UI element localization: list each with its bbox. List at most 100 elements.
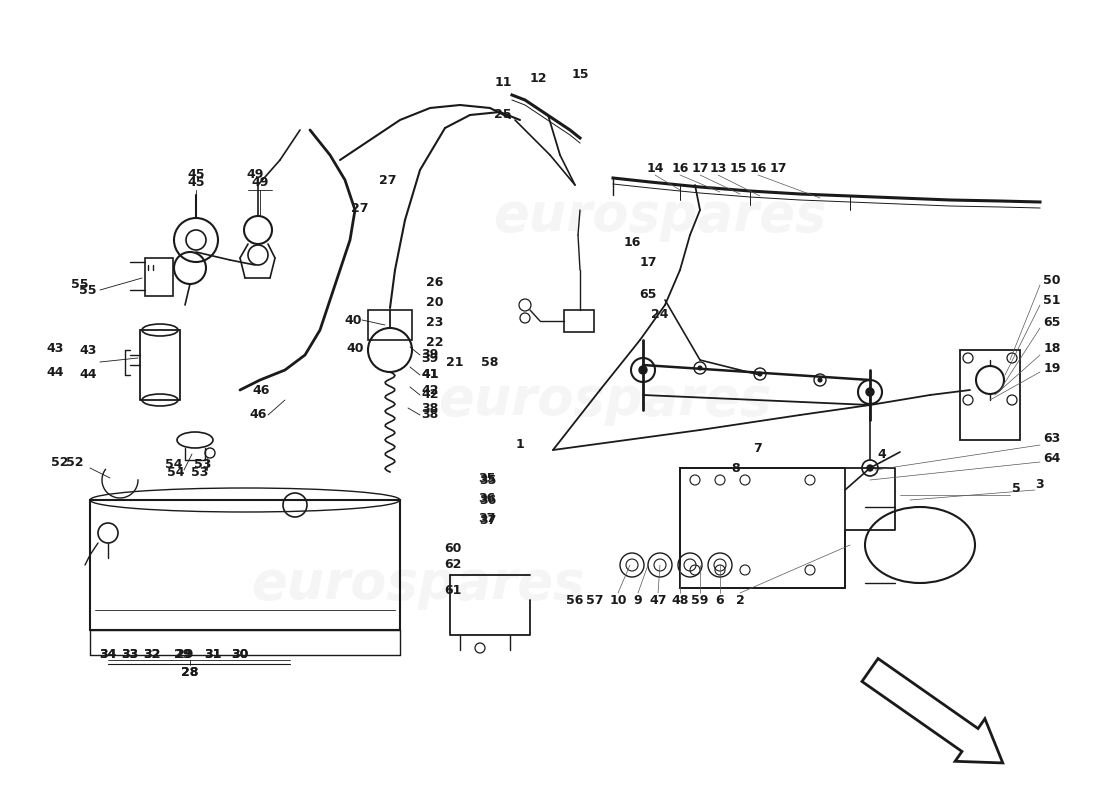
Text: 2: 2 bbox=[736, 594, 745, 606]
Text: 40: 40 bbox=[344, 314, 362, 326]
Text: 14: 14 bbox=[647, 162, 663, 174]
Text: 31: 31 bbox=[205, 649, 222, 662]
Text: 62: 62 bbox=[444, 558, 462, 571]
Text: 57: 57 bbox=[586, 594, 604, 606]
Bar bbox=[90, 500, 400, 630]
Text: 36: 36 bbox=[478, 491, 496, 505]
Text: 27: 27 bbox=[351, 202, 369, 214]
Text: 32: 32 bbox=[143, 649, 161, 662]
Text: 17: 17 bbox=[691, 162, 708, 174]
Text: 54: 54 bbox=[165, 458, 183, 471]
Text: 19: 19 bbox=[1043, 362, 1060, 374]
Text: 35: 35 bbox=[480, 474, 497, 486]
Text: 35: 35 bbox=[478, 471, 496, 485]
Text: 55: 55 bbox=[72, 278, 89, 291]
Bar bbox=[680, 468, 845, 588]
Text: 49: 49 bbox=[251, 175, 268, 189]
FancyArrow shape bbox=[862, 658, 1003, 763]
Text: 65: 65 bbox=[639, 289, 657, 302]
Text: 59: 59 bbox=[691, 594, 708, 606]
Text: 64: 64 bbox=[1043, 451, 1060, 465]
Bar bbox=[140, 330, 180, 400]
Circle shape bbox=[639, 366, 647, 374]
Text: 37: 37 bbox=[480, 514, 497, 526]
Text: 47: 47 bbox=[649, 594, 667, 606]
Bar bbox=[960, 350, 1020, 440]
Text: 43: 43 bbox=[46, 342, 64, 354]
Text: 52: 52 bbox=[52, 455, 68, 469]
Text: 30: 30 bbox=[231, 649, 249, 662]
Text: 16: 16 bbox=[749, 162, 767, 174]
Text: 1: 1 bbox=[516, 438, 525, 451]
Text: 42: 42 bbox=[421, 383, 439, 397]
Text: 12: 12 bbox=[529, 71, 547, 85]
Text: 17: 17 bbox=[639, 255, 657, 269]
Text: 22: 22 bbox=[427, 335, 443, 349]
Text: 15: 15 bbox=[729, 162, 747, 174]
Text: 48: 48 bbox=[671, 594, 689, 606]
Text: 37: 37 bbox=[478, 511, 496, 525]
Text: 53: 53 bbox=[195, 458, 211, 471]
Text: 42: 42 bbox=[421, 389, 439, 402]
Text: 16: 16 bbox=[624, 235, 640, 249]
Text: eurospares: eurospares bbox=[251, 558, 585, 610]
Text: eurospares: eurospares bbox=[493, 190, 827, 242]
Text: 8: 8 bbox=[732, 462, 740, 474]
Text: 9: 9 bbox=[634, 594, 642, 606]
Text: 21: 21 bbox=[447, 355, 464, 369]
Text: 26: 26 bbox=[427, 275, 443, 289]
Circle shape bbox=[867, 465, 873, 471]
Text: 36: 36 bbox=[480, 494, 496, 506]
Text: 55: 55 bbox=[79, 283, 97, 297]
Text: 13: 13 bbox=[710, 162, 727, 174]
Text: 29: 29 bbox=[174, 649, 191, 662]
Text: 38: 38 bbox=[421, 409, 439, 422]
Bar bbox=[145, 258, 173, 296]
Text: 50: 50 bbox=[1043, 274, 1060, 286]
Text: eurospares: eurospares bbox=[438, 374, 772, 426]
Text: 39: 39 bbox=[421, 351, 439, 365]
Text: 29: 29 bbox=[176, 649, 194, 662]
Text: 27: 27 bbox=[379, 174, 397, 186]
Text: 51: 51 bbox=[1043, 294, 1060, 306]
Text: 65: 65 bbox=[1043, 315, 1060, 329]
Bar bbox=[564, 310, 594, 332]
Text: 46: 46 bbox=[250, 409, 266, 422]
Text: 28: 28 bbox=[182, 666, 199, 678]
Text: 54: 54 bbox=[167, 466, 185, 479]
Text: 45: 45 bbox=[187, 169, 205, 182]
Text: 15: 15 bbox=[571, 69, 588, 82]
Text: 20: 20 bbox=[427, 295, 443, 309]
Text: 41: 41 bbox=[421, 369, 439, 382]
Text: 60: 60 bbox=[444, 542, 462, 554]
Text: 38: 38 bbox=[421, 402, 439, 414]
Text: 33: 33 bbox=[121, 649, 139, 662]
Text: 52: 52 bbox=[66, 457, 84, 470]
Text: 18: 18 bbox=[1043, 342, 1060, 354]
Text: 41: 41 bbox=[421, 367, 439, 381]
Text: 56: 56 bbox=[566, 594, 584, 606]
Circle shape bbox=[818, 378, 822, 382]
Text: 7: 7 bbox=[754, 442, 762, 454]
Text: 49: 49 bbox=[246, 169, 264, 182]
Text: 32: 32 bbox=[143, 649, 161, 662]
Text: 11: 11 bbox=[494, 75, 512, 89]
Text: 24: 24 bbox=[651, 309, 669, 322]
Circle shape bbox=[698, 366, 702, 370]
Text: 23: 23 bbox=[427, 315, 443, 329]
Circle shape bbox=[866, 388, 874, 396]
Text: 61: 61 bbox=[444, 583, 462, 597]
Text: 25: 25 bbox=[494, 109, 512, 122]
Text: 28: 28 bbox=[182, 666, 199, 678]
Text: 44: 44 bbox=[79, 369, 97, 382]
Text: 58: 58 bbox=[482, 355, 498, 369]
Text: 34: 34 bbox=[99, 649, 117, 662]
Text: 46: 46 bbox=[252, 383, 270, 397]
Text: 45: 45 bbox=[187, 177, 205, 190]
Text: 30: 30 bbox=[231, 649, 249, 662]
Text: 10: 10 bbox=[609, 594, 627, 606]
Text: 5: 5 bbox=[1012, 482, 1021, 494]
Text: 44: 44 bbox=[46, 366, 64, 378]
Text: 6: 6 bbox=[716, 594, 724, 606]
Text: 34: 34 bbox=[99, 649, 117, 662]
